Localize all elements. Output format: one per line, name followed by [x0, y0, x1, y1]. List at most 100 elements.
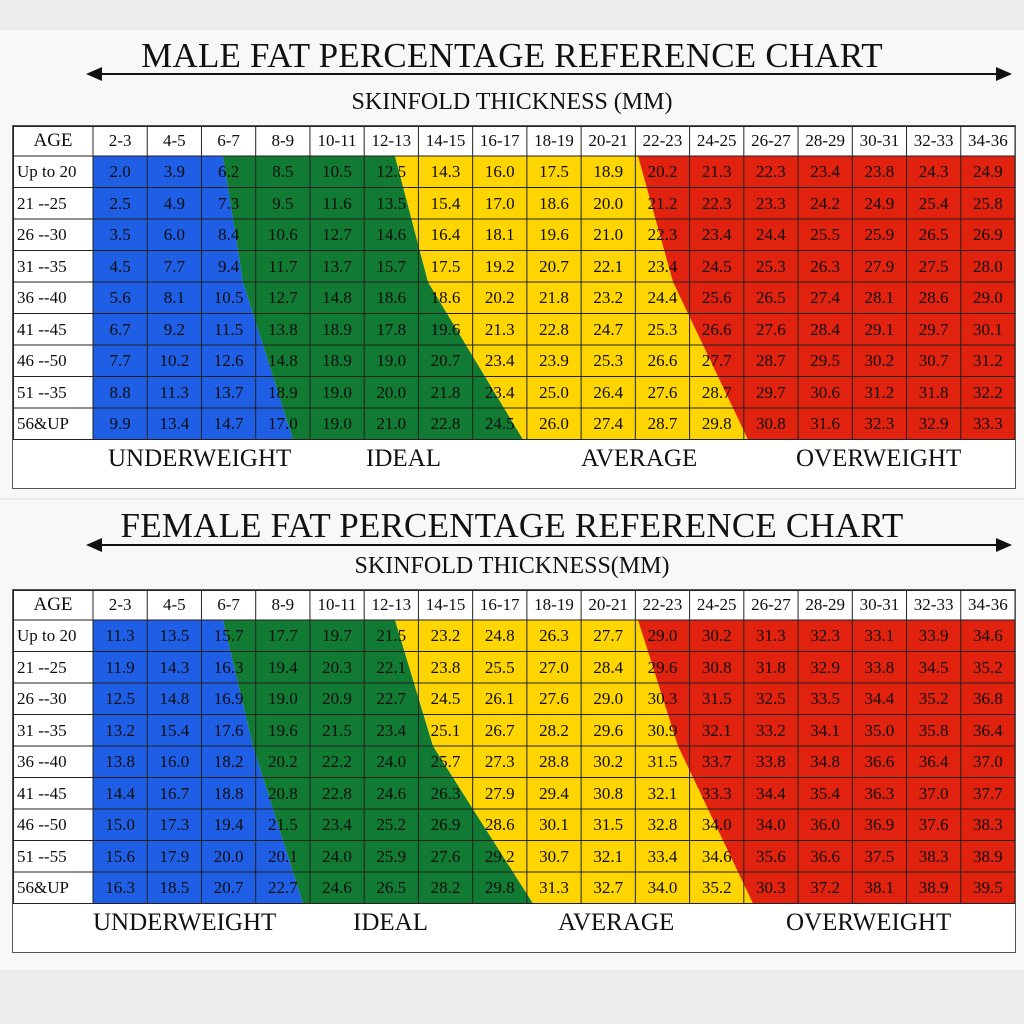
female-table-cell: 33.5: [810, 689, 841, 708]
male-chart-title: MALE FAT PERCENTAGE REFERENCE CHART: [141, 36, 883, 75]
female-table-cell: 19.0: [267, 689, 298, 708]
female-table-cell: 23.4: [322, 815, 352, 834]
male-grid-lines: [13, 126, 1015, 440]
male-span-arrow: [86, 67, 1012, 81]
male-table-cell: 13.7: [213, 382, 244, 402]
female-table-cell: 29.0: [647, 626, 678, 645]
male-table-cell: 21.0: [376, 414, 407, 433]
female-column-header: 14-15: [418, 590, 473, 620]
female-table-cell: 28.2: [430, 878, 461, 897]
female-table-cell: 21.5: [267, 815, 298, 834]
female-table-cell: 30.7: [539, 846, 569, 866]
male-table-cell: 17.5: [539, 162, 569, 181]
female-table-cell: 30.8: [701, 657, 732, 677]
female-table-cell: 36.3: [864, 783, 895, 803]
female-table-cell: 26.5: [376, 878, 407, 897]
female-table-cell: 33.2: [756, 720, 786, 740]
female-column-header: 24-25: [689, 590, 744, 620]
male-table-cell: 25.9: [864, 225, 895, 244]
male-table-cell: 15.7: [376, 256, 407, 276]
male-table-cell: 6.7: [109, 319, 131, 339]
male-table-cell: 27.7: [701, 351, 732, 370]
female-table-cell: 35.6: [756, 846, 786, 866]
male-table-cell: 26.5: [756, 288, 786, 307]
female-table-cell: 14.8: [159, 689, 190, 708]
female-table-cell: 21.5: [322, 720, 352, 740]
female-table-cell: 29.6: [593, 720, 624, 740]
male-table-cell: 24.5: [701, 256, 732, 276]
male-table-cell: 30.6: [810, 382, 841, 402]
female-table-cell: 25.1: [430, 720, 461, 740]
male-table-cell: 21.0: [593, 225, 624, 244]
male-column-header: 18-19: [526, 126, 582, 156]
female-table-cell: 32.1: [701, 720, 732, 740]
female-table-cell: 37.6: [918, 815, 949, 834]
male-table-cell: 25.3: [647, 319, 678, 339]
female-chart-subtitle: SKINFOLD THICKNESS(MM): [354, 553, 670, 579]
female-table-cell: 26.9: [430, 815, 461, 834]
female-category-label-underweight: UNDERWEIGHT: [93, 909, 277, 936]
male-table-cell: 10.2: [159, 351, 190, 370]
female-table-cell: 13.8: [105, 752, 135, 771]
female-band-underweight: [93, 620, 303, 904]
male-column-header: 20-21: [581, 126, 636, 156]
male-table-cell: 23.2: [593, 288, 624, 307]
male-table-cell: 13.5: [376, 193, 407, 213]
female-table-cell: 34.0: [756, 815, 786, 834]
male-table-cell: 3.9: [163, 162, 185, 181]
male-table-cell: 9.2: [163, 319, 185, 339]
male-table-cell: 9.9: [109, 414, 131, 433]
male-table-cell: 22.8: [430, 414, 461, 433]
female-table-cell: 16.3: [213, 657, 244, 677]
male-table-cell: 19.0: [322, 382, 352, 402]
female-table-cell: 17.9: [159, 846, 190, 866]
female-column-header: 26-27: [743, 590, 799, 620]
male-table-cell: 30.1: [972, 319, 1003, 339]
female-table-cell: 35.2: [918, 689, 949, 708]
female-table-cell: 20.1: [267, 846, 298, 866]
male-table-cell: 5.6: [109, 288, 131, 307]
male-table-cell: 28.4: [810, 319, 841, 339]
female-table-cell: 38.9: [918, 878, 949, 897]
male-table-cell: 14.8: [267, 351, 298, 370]
male-table-cell: 11.5: [214, 319, 244, 339]
female-table-cell: 30.1: [539, 815, 569, 834]
male-table-cell: 15.4: [430, 193, 461, 213]
male-table-cell: 31.2: [864, 382, 895, 402]
male-table-cell: 22.1: [593, 256, 624, 276]
female-table-cell: 37.2: [810, 878, 841, 897]
male-table-cell: 2.5: [109, 193, 131, 213]
female-column-header: 12-13: [364, 590, 419, 620]
female-row-header: 26 --30: [13, 683, 93, 715]
male-table-cell: 21.8: [430, 382, 461, 402]
female-table-cell: 29.2: [484, 846, 515, 866]
male-table-cell: 23.4: [484, 382, 515, 402]
female-column-header: 22-23: [635, 590, 690, 620]
male-chart-subtitle: SKINFOLD THICKNESS (MM): [351, 89, 673, 115]
female-table-cell: 15.6: [105, 846, 135, 866]
female-table-cell: 26.1: [484, 689, 515, 708]
female-table-cell: 19.4: [267, 657, 298, 677]
male-table-cell: 24.7: [593, 319, 624, 339]
female-table-cell: 34.4: [756, 783, 786, 803]
male-table-cell: 21.3: [701, 162, 732, 181]
male-table-cell: 23.4: [647, 256, 678, 276]
male-table-cell: 14.8: [322, 288, 352, 307]
female-table-cell: 37.5: [864, 846, 895, 866]
male-band-ideal: [223, 156, 523, 440]
male-corner-label: AGE: [13, 126, 93, 156]
female-table-cell: 31.3: [539, 878, 569, 897]
female-table-cell: 33.8: [864, 657, 895, 677]
female-table-cell: 17.3: [159, 815, 190, 834]
male-table-cell: 10.5: [322, 162, 352, 181]
female-table-cell: 33.3: [701, 783, 732, 803]
female-table-cell: 33.1: [864, 626, 895, 645]
male-row-header: 41 --45: [13, 313, 93, 345]
female-chart-title: FEMALE FAT PERCENTAGE REFERENCE CHART: [120, 506, 904, 545]
male-table-cell: 18.9: [322, 351, 352, 370]
male-table-cell: 23.4: [810, 162, 841, 181]
female-table-cell: 25.2: [376, 815, 407, 834]
female-table-cell: 18.5: [159, 878, 190, 897]
male-table-cell: 24.5: [484, 414, 515, 433]
male-table-cell: 6.0: [163, 225, 185, 244]
